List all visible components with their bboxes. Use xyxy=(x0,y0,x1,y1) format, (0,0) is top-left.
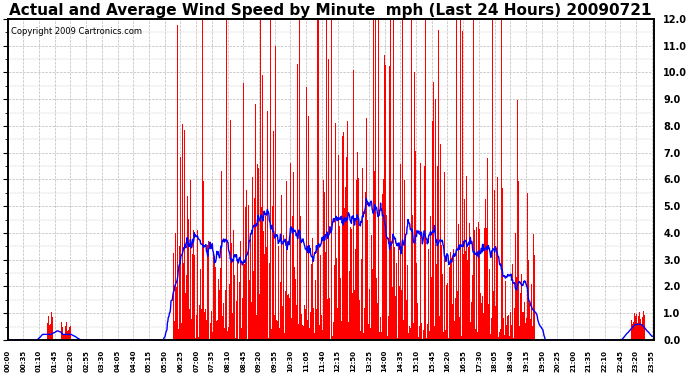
Text: Copyright 2009 Cartronics.com: Copyright 2009 Cartronics.com xyxy=(11,27,142,36)
Title: Actual and Average Wind Speed by Minute  mph (Last 24 Hours) 20090721: Actual and Average Wind Speed by Minute … xyxy=(10,3,652,18)
